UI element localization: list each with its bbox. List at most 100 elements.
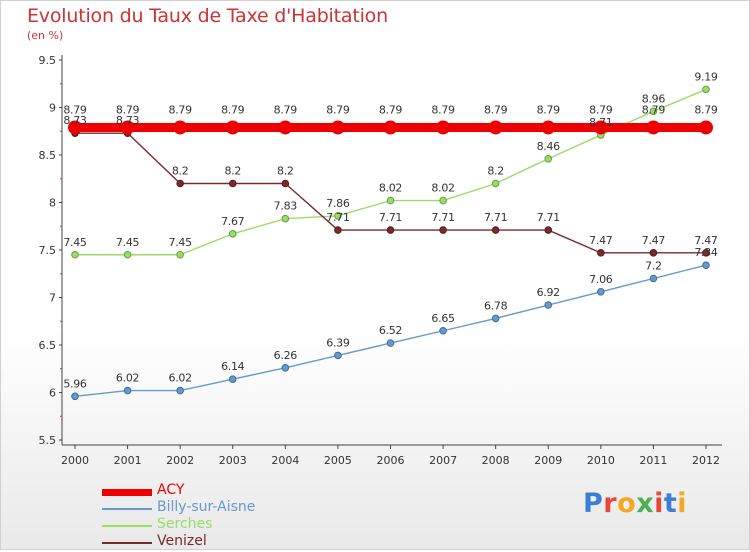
x-tick-label: 2002 — [166, 454, 194, 467]
data-point-acy — [699, 120, 713, 135]
data-point-acy — [593, 120, 608, 135]
data-point-acy — [383, 120, 398, 135]
y-tick-label: 8.5 — [39, 149, 57, 162]
data-label-acy: 8.79 — [169, 103, 193, 116]
x-tick-label: 2004 — [271, 454, 299, 467]
data-label-acy: 8.79 — [379, 103, 403, 116]
data-point-billy-sur-aisne — [386, 339, 395, 347]
x-tick-label: 2011 — [639, 454, 667, 467]
data-label-serches: 8.02 — [379, 182, 402, 195]
data-point-serches — [491, 179, 500, 188]
data-label-serches: 8.02 — [431, 182, 454, 195]
data-point-billy-sur-aisne — [334, 351, 342, 360]
data-label-serches: 7.86 — [326, 197, 350, 210]
data-point-venizel — [228, 179, 237, 188]
data-point-venizel — [702, 249, 710, 257]
data-point-serches — [71, 250, 79, 259]
data-point-acy — [225, 120, 240, 135]
y-tick-label: 6.5 — [39, 339, 57, 352]
x-tick-label: 2005 — [324, 454, 352, 467]
data-label-serches: 8.2 — [487, 165, 504, 178]
logo-letter: o — [617, 488, 637, 519]
data-point-venizel — [597, 249, 605, 257]
data-point-serches — [334, 212, 342, 220]
data-point-acy — [173, 120, 188, 135]
data-label-serches: 8.96 — [642, 92, 666, 105]
data-label-venizel: 7.47 — [589, 234, 613, 247]
logo-letter: r — [603, 488, 618, 519]
data-point-venizel — [439, 226, 447, 234]
data-label-billy-sur-aisne: 6.02 — [169, 372, 192, 385]
data-point-serches — [281, 214, 290, 223]
data-label-acy: 8.79 — [116, 103, 140, 116]
data-point-billy-sur-aisne — [597, 288, 605, 296]
legend-label: Venizel — [157, 533, 207, 549]
data-point-acy — [436, 120, 451, 135]
data-label-billy-sur-aisne: 7.34 — [694, 246, 718, 259]
x-tick-label: 2008 — [482, 454, 510, 467]
logo-letter: t — [663, 488, 678, 519]
data-label-acy: 8.79 — [642, 103, 666, 116]
data-label-venizel: 8.73 — [63, 114, 87, 127]
data-label-acy: 8.79 — [694, 103, 718, 116]
data-label-acy: 8.79 — [589, 103, 613, 116]
data-point-serches — [228, 230, 237, 238]
y-tick-label: 7 — [49, 292, 56, 305]
legend-swatch — [102, 525, 152, 527]
data-point-billy-sur-aisne — [123, 386, 132, 395]
data-point-acy — [330, 120, 345, 135]
data-label-venizel: 7.71 — [431, 211, 454, 224]
data-point-billy-sur-aisne — [491, 314, 500, 323]
data-point-venizel — [491, 226, 500, 234]
data-point-billy-sur-aisne — [71, 392, 79, 401]
data-point-billy-sur-aisne — [702, 261, 710, 270]
data-point-venizel — [176, 179, 184, 188]
x-tick-label: 2007 — [429, 454, 457, 467]
data-point-acy — [68, 120, 82, 135]
data-label-billy-sur-aisne: 6.14 — [221, 360, 245, 373]
data-point-serches — [439, 196, 447, 205]
data-point-serches — [386, 196, 395, 205]
data-point-acy — [488, 120, 503, 135]
data-label-serches: 8.46 — [537, 140, 561, 153]
data-label-billy-sur-aisne: 5.96 — [63, 377, 87, 390]
proxiti-logo: Proxiti — [583, 488, 687, 519]
chart-title: Evolution du Taux de Taxe d'Habitation — [27, 5, 388, 27]
data-label-billy-sur-aisne: 6.02 — [116, 372, 139, 385]
legend-label: Billy-sur-Aisne — [157, 499, 256, 515]
x-tick-label: 2009 — [534, 454, 562, 467]
data-label-acy: 8.79 — [221, 103, 245, 116]
logo-letter: i — [677, 488, 688, 519]
data-label-venizel: 7.71 — [326, 211, 349, 224]
data-point-serches — [544, 155, 553, 163]
data-label-billy-sur-aisne: 7.06 — [589, 273, 613, 286]
data-label-serches: 7.67 — [221, 215, 245, 228]
data-label-billy-sur-aisne: 7.2 — [645, 260, 662, 273]
y-tick-label: 7.5 — [39, 244, 57, 257]
x-tick-label: 2001 — [114, 454, 142, 467]
chart-subtitle: (en %) — [27, 29, 64, 42]
data-label-serches: 9.19 — [694, 70, 718, 83]
data-point-serches — [649, 107, 658, 116]
data-label-venizel: 7.71 — [379, 211, 402, 224]
data-point-serches — [176, 250, 184, 259]
data-point-venizel — [649, 249, 658, 257]
data-label-acy: 8.79 — [431, 103, 455, 116]
legend-swatch — [102, 489, 152, 496]
data-point-venizel — [386, 226, 395, 234]
data-label-serches: 7.83 — [274, 200, 298, 213]
data-label-acy: 8.79 — [537, 103, 561, 116]
data-point-venizel — [334, 226, 342, 234]
legend-swatch — [102, 542, 152, 544]
logo-letter: P — [583, 488, 604, 519]
data-label-billy-sur-aisne: 6.92 — [537, 286, 560, 299]
y-tick-label: 6 — [49, 387, 56, 400]
data-label-billy-sur-aisne: 6.52 — [379, 324, 402, 337]
data-point-billy-sur-aisne — [281, 364, 290, 372]
data-point-venizel — [544, 226, 553, 234]
data-label-acy: 8.79 — [63, 103, 87, 116]
data-label-billy-sur-aisne: 6.65 — [431, 312, 455, 325]
data-label-serches: 7.45 — [63, 236, 87, 249]
